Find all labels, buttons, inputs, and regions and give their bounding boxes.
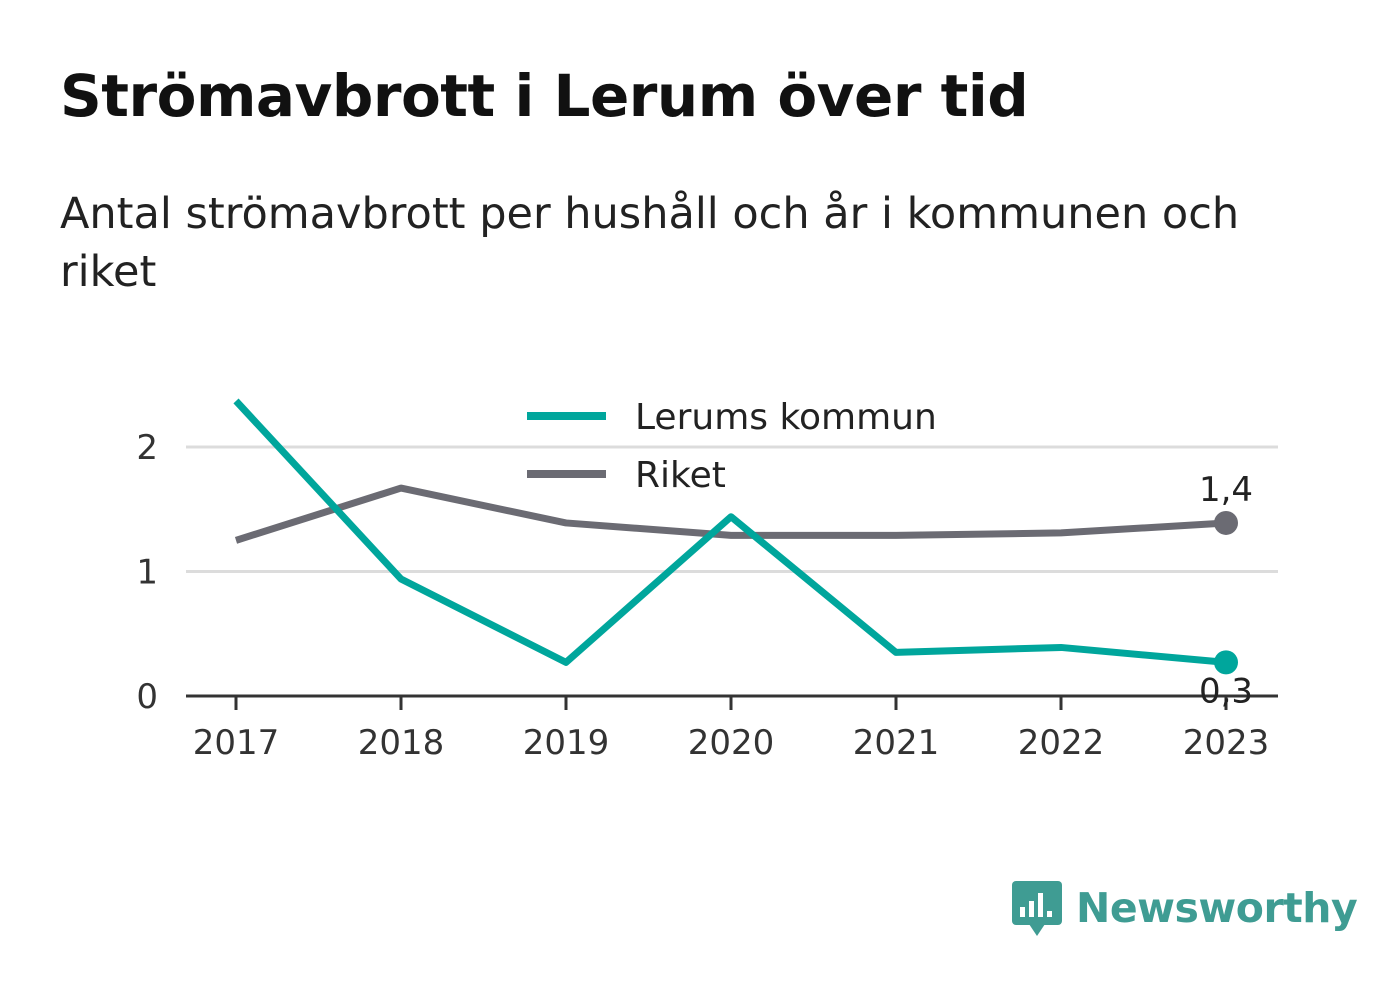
end-label-riket: 1,4: [1199, 470, 1253, 510]
x-tick-label: 2020: [688, 723, 775, 763]
series-line-0: [233, 398, 1227, 666]
chart-subtitle: Antal strömavbrott per hushåll och år i …: [60, 189, 1240, 297]
chart-title: Strömavbrott i Lerum över tid: [60, 62, 1029, 130]
legend-label: Lerums kommun: [635, 397, 937, 438]
series-lines: [233, 398, 1238, 675]
x-tick-label: 2023: [1183, 723, 1270, 763]
brand-name: Newsworthy: [1076, 884, 1358, 932]
series-line-1: [234, 484, 1227, 544]
y-axis: 0 1 2: [136, 428, 158, 717]
x-axis-ticks: 2017 2018 2019 2020 2021 2022 2023: [193, 696, 1270, 763]
gridlines: [186, 445, 1278, 573]
data-point: [1214, 650, 1238, 675]
legend-label: Riket: [635, 455, 726, 496]
x-tick-label: 2019: [523, 723, 610, 763]
legend: Lerums kommun Riket: [512, 388, 952, 496]
end-label-lerum: 0,3: [1199, 671, 1253, 711]
end-labels: 1,4 0,3: [1199, 470, 1253, 711]
newsworthy-brand: Newsworthy: [1012, 878, 1358, 938]
y-tick-label: 1: [136, 553, 158, 593]
y-tick-label: 0: [136, 677, 158, 717]
x-tick-label: 2022: [1018, 723, 1105, 763]
data-point: [1214, 510, 1238, 535]
x-tick-label: 2021: [853, 723, 940, 763]
y-tick-label: 2: [136, 428, 158, 468]
x-tick-label: 2017: [193, 723, 280, 763]
x-tick-label: 2018: [358, 723, 445, 763]
newsworthy-logo-icon: [1012, 881, 1062, 936]
